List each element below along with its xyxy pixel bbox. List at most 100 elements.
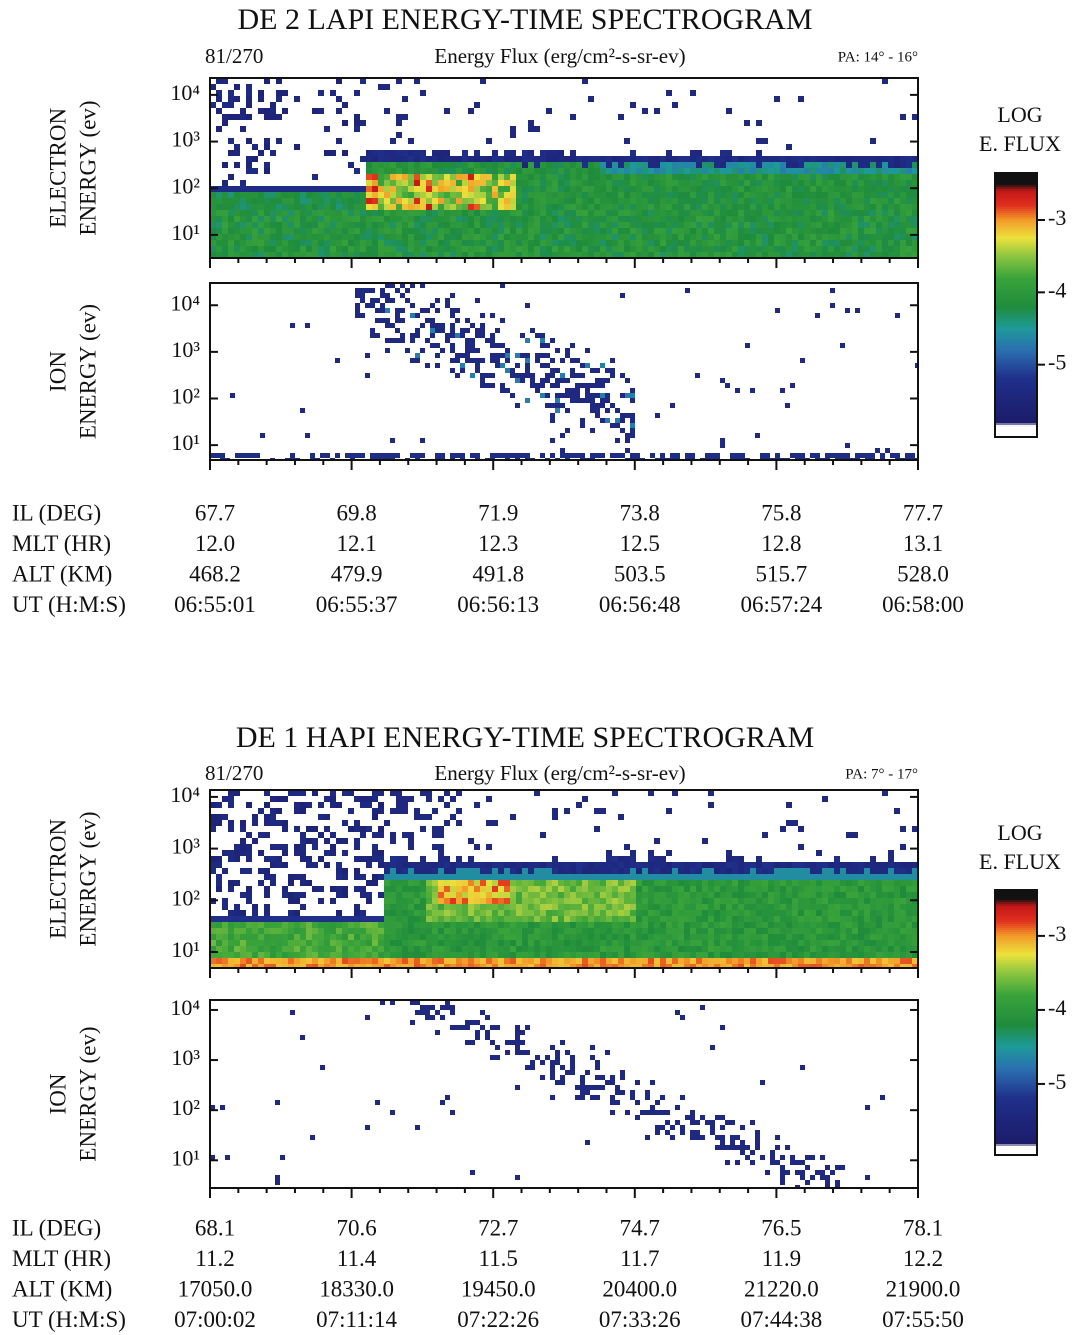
flux-cell [575,393,580,398]
flux-cell [456,856,462,862]
flux-cell [395,453,400,458]
flux-cell [738,228,744,234]
flux-cell [552,216,558,222]
flux-cell [618,868,624,874]
flux-cell [552,198,558,204]
flux-cell [455,308,460,313]
flux-cell [822,228,828,234]
flux-cell [552,886,558,892]
flux-cell [360,234,366,240]
flux-cell [426,928,432,934]
flux-cell [576,216,582,222]
flux-cell [684,862,690,868]
flux-cell [408,946,414,952]
flux-cell [414,240,420,246]
flux-cell [858,928,864,934]
flux-cell [555,393,560,398]
flux-cell [876,922,882,928]
flux-cell [756,898,762,904]
flux-cell [714,174,720,180]
flux-cell [432,162,438,168]
flux-cell [330,198,336,204]
flux-cell [570,186,576,192]
flux-cell [594,868,600,874]
flux-cell [696,940,702,946]
flux-cell [590,393,595,398]
flux-cell [810,156,816,162]
flux-cell [800,358,805,363]
flux-cell [558,946,564,952]
flux-cell [366,940,372,946]
flux-cell [816,940,822,946]
flux-cell [546,868,552,874]
flux-cell [624,216,630,222]
flux-cell [228,216,234,222]
flux-cell [312,922,318,928]
flux-cell [876,898,882,904]
flux-cell [222,922,228,928]
flux-cell [690,198,696,204]
flux-cell [288,898,294,904]
flux-cell [822,886,828,892]
flux-cell [252,958,258,964]
flux-cell [546,240,552,246]
flux-cell [564,240,570,246]
flux-cell [258,198,264,204]
flux-cell [324,934,330,940]
flux-cell [390,946,396,952]
flux-cell [318,228,324,234]
flux-cell [846,174,852,180]
flux-cell [810,234,816,240]
flux-cell [732,210,738,216]
flux-cell [910,453,915,458]
flux-cell [360,946,366,952]
flux-cell [726,162,732,168]
flux-cell [522,946,528,952]
flux-cell [906,246,912,252]
flux-cell [672,240,678,246]
flux-cell [228,186,234,192]
flux-cell [336,234,342,240]
flux-cell [450,814,456,820]
flux-cell [600,868,606,874]
flux-cell [612,234,618,240]
flux-cell [864,952,870,958]
flux-cell [276,940,282,946]
flux-cell [420,192,426,198]
flux-cell [570,928,576,934]
flux-cell [300,802,306,808]
flux-cell [672,952,678,958]
flux-cell [876,240,882,246]
flux-cell [228,850,234,856]
flux-cell [762,192,768,198]
flux-cell [828,958,834,964]
flux-cell [786,904,792,910]
flux-cell [444,892,450,898]
flux-cell [690,246,696,252]
flux-cell [414,216,420,222]
flux-cell [894,156,900,162]
flux-cell [510,904,516,910]
flux-cell [888,910,894,916]
flux-cell [774,186,780,192]
flux-cell [365,288,370,293]
flux-cell [606,874,612,880]
flux-cell [470,348,475,353]
flux-cell [530,328,535,333]
flux-cell [528,180,534,186]
flux-cell [270,198,276,204]
flux-cell [246,186,252,192]
flux-cell [510,886,516,892]
flux-cell [426,880,432,886]
flux-cell [666,934,672,940]
flux-cell [846,168,852,174]
flux-cell [384,240,390,246]
flux-cell [816,168,822,174]
flux-cell [636,216,642,222]
flux-cell [216,108,222,114]
flux-cell [414,904,420,910]
flux-cell [336,934,342,940]
flux-cell [858,222,864,228]
flux-cell [336,946,342,952]
flux-cell [642,246,648,252]
